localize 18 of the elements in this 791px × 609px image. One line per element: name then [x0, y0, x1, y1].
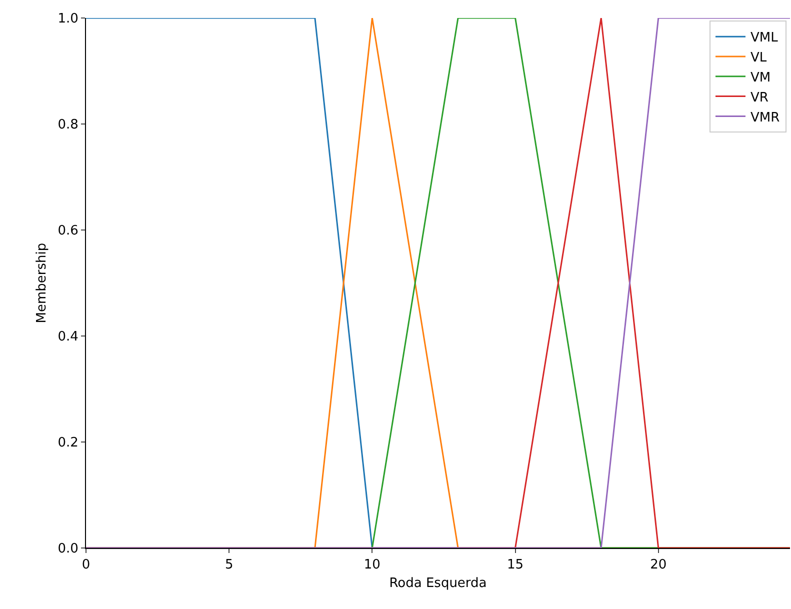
y-tick-label: 0.4 [58, 330, 78, 345]
x-tick-label: 5 [224, 558, 234, 573]
y-tick-label: 0.2 [58, 436, 78, 451]
legend-label: VMR [750, 110, 780, 126]
y-tick-label: 0.0 [58, 542, 78, 557]
y-tick-label: 0.8 [58, 118, 78, 133]
x-axis-title: Roda Esquerda [389, 576, 487, 592]
legend-label: VR [750, 90, 768, 106]
y-tick-label: 0.6 [58, 224, 78, 239]
legend-label: VL [750, 50, 768, 66]
x-tick-label: 20 [650, 558, 667, 573]
x-tick-label: 10 [364, 558, 380, 573]
y-tick-label: 1.0 [58, 12, 78, 27]
x-tick-label: 0 [82, 558, 90, 573]
legend-label: VML [750, 30, 779, 46]
y-axis-title: Membership [34, 242, 50, 324]
legend-label: VM [750, 70, 771, 86]
x-tick-label: 15 [506, 558, 524, 573]
